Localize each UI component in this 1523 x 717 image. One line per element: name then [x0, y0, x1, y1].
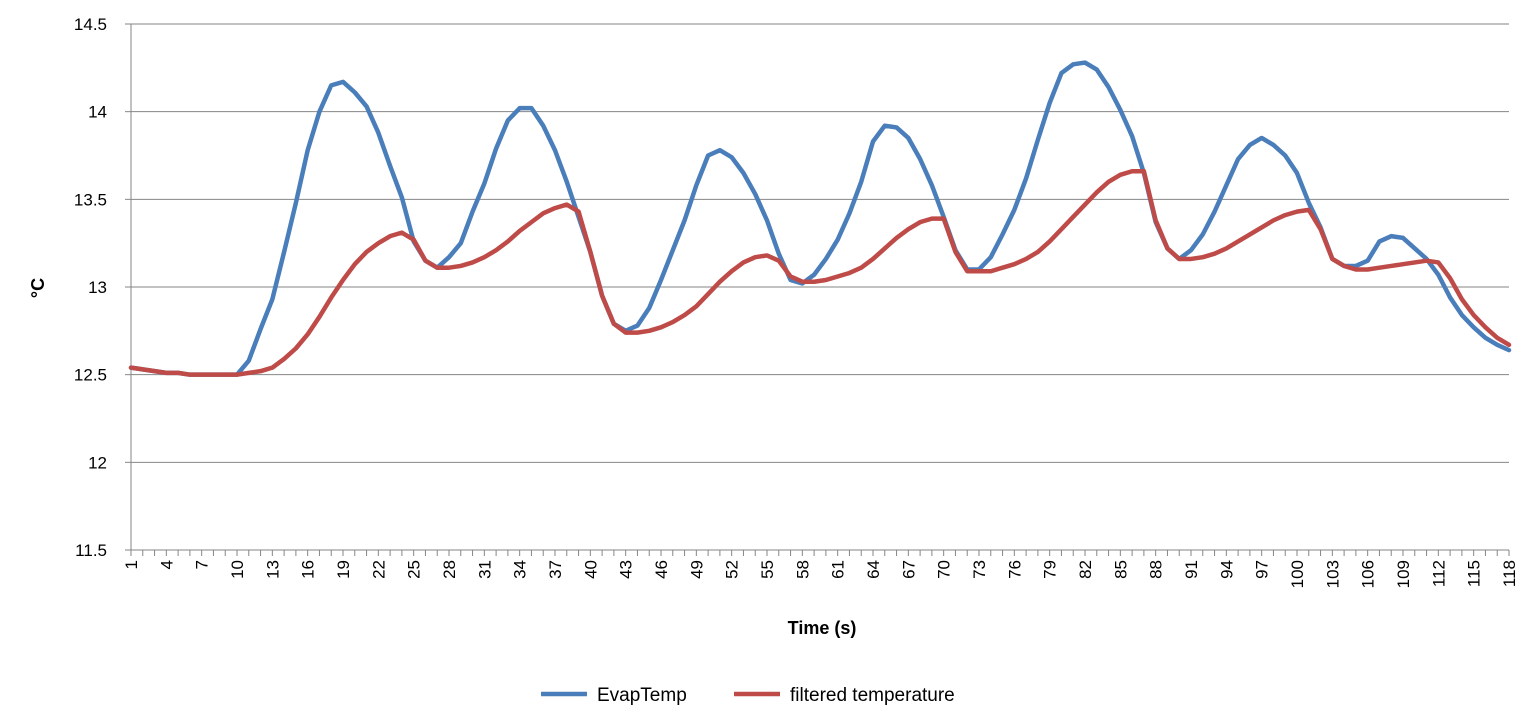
x-tick-label: 73: [970, 560, 989, 579]
x-tick-label: 28: [440, 560, 459, 579]
x-tick-label: 88: [1147, 560, 1166, 579]
x-tick-label: 40: [581, 560, 600, 579]
x-tick-label: 4: [157, 560, 176, 569]
x-tick-label: 43: [617, 560, 636, 579]
x-tick-label: 118: [1500, 560, 1519, 587]
x-tick-label: 103: [1323, 560, 1342, 588]
x-tick-label: 37: [546, 560, 565, 579]
x-tick-label: 115: [1465, 560, 1484, 587]
x-tick-label: 46: [652, 560, 671, 579]
x-tick-label: 106: [1359, 560, 1378, 588]
series-line-1: [128, 169, 1512, 377]
series-lines: [128, 60, 1512, 377]
x-tick-label: 97: [1253, 560, 1272, 579]
x-tick-label: 25: [405, 560, 424, 579]
x-tick-label: 7: [193, 560, 212, 569]
y-tick-label: 14: [88, 103, 107, 122]
x-tick-label: 76: [1005, 560, 1024, 579]
x-tick-label: 19: [334, 560, 353, 579]
x-tick-label: 100: [1288, 560, 1307, 588]
x-tick-label: 85: [1111, 560, 1130, 579]
x-tick-label: 52: [723, 560, 742, 579]
x-tick-label: 58: [793, 560, 812, 579]
x-tick-label: 34: [511, 560, 530, 579]
x-tick-label: 91: [1182, 560, 1201, 579]
y-tick-label: 12: [88, 453, 107, 472]
x-axis-tick-labels: 1 4 7 10 13 16 19 22 25 28 31 34 37 40 43 46 49 52 55 58 61 6…: [122, 560, 1519, 588]
x-tick-label: 112: [1429, 560, 1448, 587]
y-axis-tick-labels: 11.5 12 12.5 13 13.5 14 14.5: [74, 15, 107, 560]
x-axis-title: Time (s): [788, 618, 857, 638]
y-tick-label: 13: [88, 278, 107, 297]
legend-label-evaptemp: EvapTemp: [597, 685, 687, 706]
x-tick-label: 31: [475, 560, 494, 579]
y-tick-label: 13.5: [74, 190, 107, 209]
x-tick-label: 1: [122, 560, 141, 569]
y-axis-title: °C: [28, 278, 48, 298]
x-tick-label: 22: [369, 560, 388, 579]
legend-label-filtered-temperature: filtered temperature: [790, 685, 955, 706]
x-tick-label: 79: [1041, 560, 1060, 579]
x-tick-label: 49: [687, 560, 706, 579]
y-tick-label: 11.5: [75, 541, 107, 560]
x-tick-label: 13: [263, 560, 282, 579]
y-tick-label: 12.5: [74, 366, 107, 385]
axes: [125, 23, 1510, 556]
x-tick-label: 16: [299, 560, 318, 579]
x-tick-label: 94: [1217, 560, 1236, 579]
x-tick-label: 82: [1076, 560, 1095, 579]
grid-lines: [131, 23, 1509, 551]
x-tick-label: 67: [899, 560, 918, 579]
legend: EvapTemp filtered temperature: [541, 685, 955, 706]
x-tick-label: 10: [228, 560, 247, 579]
x-tick-label: 109: [1394, 560, 1413, 588]
x-tick-label: 55: [758, 560, 777, 579]
x-tick-label: 64: [864, 560, 883, 579]
x-tick-label: 61: [829, 560, 848, 579]
series-line-0: [128, 60, 1512, 377]
x-tick-label: 70: [935, 560, 954, 579]
y-tick-label: 14.5: [74, 15, 107, 34]
